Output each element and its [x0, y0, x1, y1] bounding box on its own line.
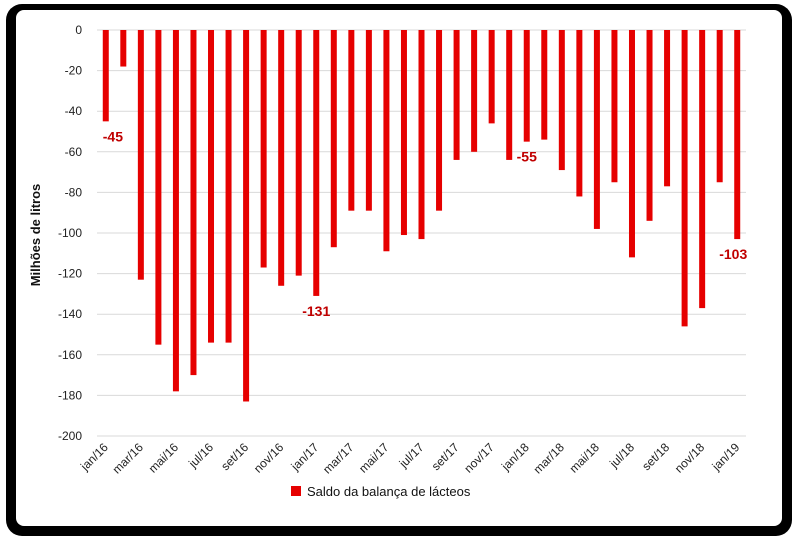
x-tick-label: nov/17 [461, 440, 497, 476]
x-tick-label: jul/18 [606, 440, 637, 471]
x-tick-label: jan/17 [288, 440, 322, 474]
legend-label: Saldo da balança de lácteos [307, 484, 471, 499]
bar-mai/17 [383, 30, 390, 252]
x-tick-label: mai/18 [567, 440, 603, 476]
grid-lines [97, 29, 746, 437]
bar-ago/18 [646, 30, 653, 221]
x-tick-label: mar/16 [110, 440, 147, 477]
bar-mar/16 [137, 30, 144, 280]
x-tick-label: jan/18 [498, 440, 532, 474]
y-tick-label: 0 [75, 23, 82, 37]
bar-dez/17 [506, 30, 513, 160]
data-label: -45 [103, 128, 123, 144]
bar-set/18 [664, 30, 671, 187]
bar-jun/18 [611, 30, 618, 183]
bar-abr/16 [155, 30, 162, 345]
legend: Saldo da balança de lácteos [291, 484, 471, 499]
bars [102, 30, 741, 402]
bar-mai/16 [172, 30, 179, 392]
bar-jun/17 [400, 30, 407, 236]
bar-abr/17 [365, 30, 372, 211]
x-tick-label: jan/16 [77, 440, 111, 474]
x-tick-label: mai/17 [356, 440, 392, 476]
legend-swatch [291, 486, 301, 496]
x-tick-label: set/17 [429, 440, 462, 473]
y-tick-label: -200 [58, 429, 82, 443]
bar-nov/17 [488, 30, 495, 124]
x-tick-label: jan/19 [709, 440, 743, 474]
data-label: -55 [517, 149, 537, 165]
x-tick-label: jul/16 [185, 440, 216, 471]
bar-jun/16 [190, 30, 197, 376]
data-label: -103 [719, 246, 747, 262]
y-tick-label: -140 [58, 307, 82, 321]
x-tick-label: nov/16 [251, 440, 287, 476]
x-tick-label: set/16 [218, 440, 251, 473]
bar-ago/17 [436, 30, 443, 211]
x-tick-label: jul/17 [396, 440, 427, 471]
bar-mar/17 [348, 30, 355, 211]
bar-dez/16 [295, 30, 302, 276]
bar-out/17 [471, 30, 478, 152]
data-label: -131 [302, 303, 330, 319]
bar-mar/18 [558, 30, 565, 171]
y-axis: 0 -20 -40 -60 -80 -100 -120 -140 -160 -180 -200 [58, 23, 82, 443]
bar-set/16 [243, 30, 250, 402]
y-tick-label: -80 [65, 185, 83, 199]
x-tick-label: mar/18 [531, 440, 568, 477]
bar-nov/18 [699, 30, 706, 309]
bar-abr/18 [576, 30, 583, 197]
bar-fev/18 [541, 30, 548, 140]
bar-jan/18 [523, 30, 530, 142]
bar-out/18 [681, 30, 688, 327]
y-tick-label: -40 [65, 104, 83, 118]
bar-mai/18 [593, 30, 600, 229]
bar-fev/17 [330, 30, 337, 248]
x-tick-label: mar/17 [320, 440, 357, 477]
bar-jan/17 [313, 30, 320, 296]
bar-fev/16 [120, 30, 127, 67]
y-tick-label: -20 [65, 64, 83, 78]
bar-set/17 [453, 30, 460, 160]
bar-jan/16 [102, 30, 109, 122]
bar-jul/18 [628, 30, 635, 258]
bar-jul/17 [418, 30, 425, 240]
y-axis-title: Milhões de litros [28, 184, 43, 287]
x-tick-label: mai/16 [146, 440, 182, 476]
x-tick-label: nov/18 [672, 440, 708, 476]
y-tick-label: -60 [65, 145, 83, 159]
bar-jul/16 [208, 30, 215, 343]
y-tick-label: -100 [58, 226, 82, 240]
bar-jan/19 [734, 30, 741, 240]
data-labels: -45 -131 -55 -103 [103, 128, 748, 319]
y-tick-label: -180 [58, 388, 82, 402]
bar-out/16 [260, 30, 267, 268]
x-tick-label: set/18 [639, 440, 672, 473]
bar-nov/16 [278, 30, 285, 286]
bar-ago/16 [225, 30, 232, 343]
y-tick-label: -160 [58, 348, 82, 362]
y-tick-label: -120 [58, 267, 82, 281]
bar-dez/18 [716, 30, 723, 183]
